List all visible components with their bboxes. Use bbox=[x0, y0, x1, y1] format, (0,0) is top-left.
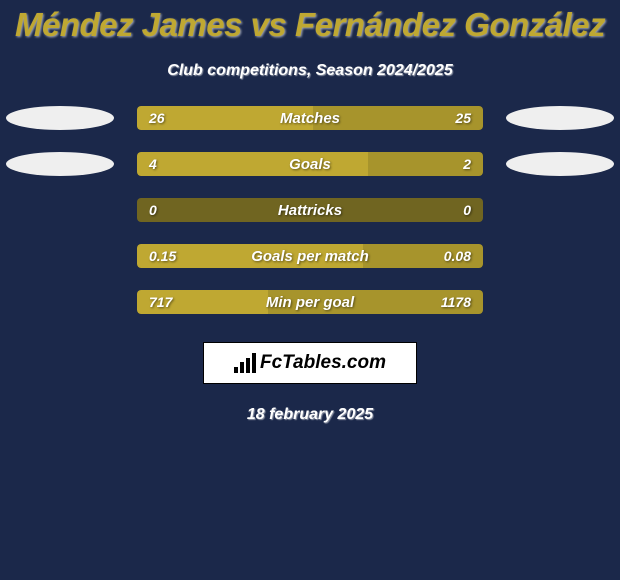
stat-bar-right bbox=[268, 290, 483, 314]
page-title: Méndez James vs Fernández González bbox=[15, 6, 605, 44]
stat-bar-left bbox=[137, 290, 268, 314]
bar-chart-icon bbox=[234, 353, 256, 373]
stat-bar-left bbox=[137, 244, 363, 268]
stat-bar: 4Goals2 bbox=[137, 152, 483, 176]
player-badge-right bbox=[506, 152, 614, 176]
stat-value-left: 0 bbox=[149, 198, 157, 222]
stat-bar: 0.15Goals per match0.08 bbox=[137, 244, 483, 268]
stat-label: Hattricks bbox=[137, 198, 483, 222]
stat-bar-right bbox=[363, 244, 483, 268]
stat-value-right: 0 bbox=[463, 198, 471, 222]
stat-row: 26Matches25 bbox=[0, 106, 620, 130]
stat-bar-right bbox=[368, 152, 483, 176]
stat-bar: 0Hattricks0 bbox=[137, 198, 483, 222]
stat-row: 0Hattricks0 bbox=[0, 198, 620, 222]
stat-bar-left bbox=[137, 106, 313, 130]
stat-row: 4Goals2 bbox=[0, 152, 620, 176]
stat-row: 0.15Goals per match0.08 bbox=[0, 244, 620, 268]
comparison-infographic: Méndez James vs Fernández González Club … bbox=[0, 0, 620, 580]
stats-area: 26Matches25 4Goals2 0Hattricks0 0.15Goals p… bbox=[0, 106, 620, 314]
stat-bar-right bbox=[313, 106, 483, 130]
stat-bar-left bbox=[137, 152, 368, 176]
date-label: 18 february 2025 bbox=[247, 406, 373, 424]
stat-bar: 717Min per goal1178 bbox=[137, 290, 483, 314]
player-badge-right bbox=[506, 106, 614, 130]
stat-bar: 26Matches25 bbox=[137, 106, 483, 130]
player-badge-left bbox=[6, 106, 114, 130]
stat-row: 717Min per goal1178 bbox=[0, 290, 620, 314]
page-subtitle: Club competitions, Season 2024/2025 bbox=[167, 62, 452, 80]
player-badge-left bbox=[6, 152, 114, 176]
source-logo: FcTables.com bbox=[203, 342, 417, 384]
logo-text: FcTables.com bbox=[260, 352, 386, 374]
